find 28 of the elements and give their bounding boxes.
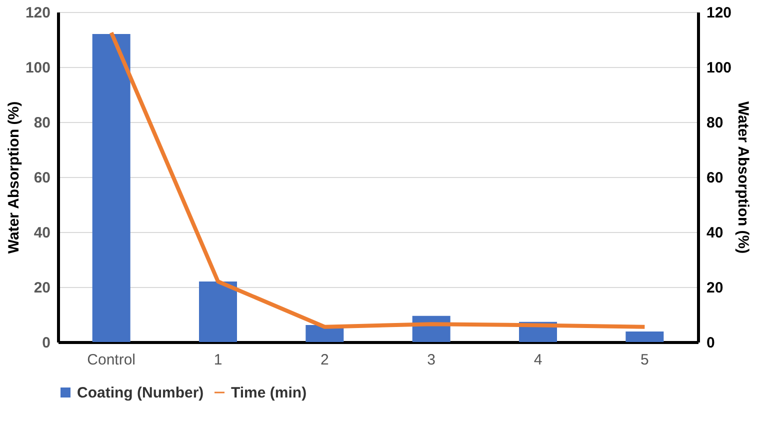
y2-tick-label: 60 <box>706 170 724 186</box>
y2-tick-label: 40 <box>706 224 724 242</box>
y-tick-label: 100 <box>25 60 50 76</box>
y-tick-label: 80 <box>34 114 50 132</box>
x-tick-label: 3 <box>427 352 436 368</box>
y-tick-label: 20 <box>34 280 50 296</box>
bar <box>626 332 664 342</box>
line-series <box>109 30 647 329</box>
x-tick-label: 5 <box>640 352 649 368</box>
y-tick-label: 60 <box>34 170 50 186</box>
x-tick-label: 4 <box>534 352 542 368</box>
y2-tick-label: 120 <box>706 4 732 22</box>
x-tick-label: Control <box>87 352 136 368</box>
y-tick-label: 120 <box>25 4 50 22</box>
x-tick-label: 1 <box>214 352 222 368</box>
y-axis-title: Water Absorption (%) <box>5 101 22 254</box>
legend-label: Time (min) <box>231 384 307 402</box>
y-tick-label: 0 <box>42 334 50 352</box>
x-tick-label: 2 <box>320 352 329 368</box>
bar <box>199 282 237 342</box>
y2-axis-title: Water Absorption (%) <box>734 101 752 254</box>
bar <box>92 34 130 342</box>
y2-tick-label: 0 <box>706 334 715 352</box>
y-tick-label: 40 <box>34 224 50 242</box>
y2-tick-label: 80 <box>706 114 724 132</box>
y2-tick-label: 100 <box>706 60 732 76</box>
y2-tick-label: 20 <box>706 280 724 296</box>
legend-label: Coating (Number) <box>77 384 204 402</box>
